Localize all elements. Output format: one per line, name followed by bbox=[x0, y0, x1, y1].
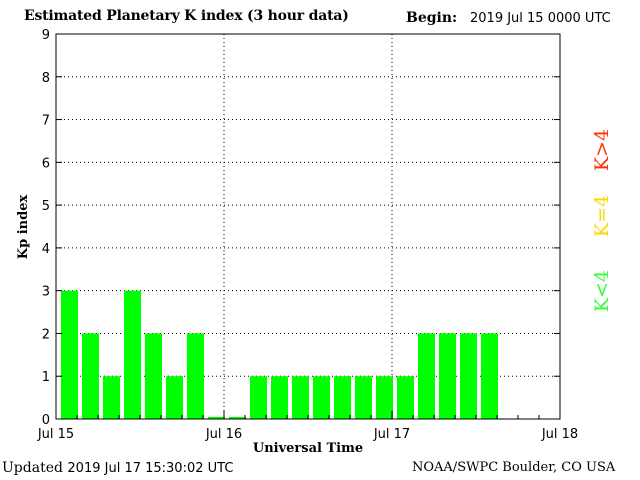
kp-bar bbox=[355, 376, 372, 419]
y-tick-label: 0 bbox=[42, 413, 50, 428]
y-tick-label: 7 bbox=[42, 114, 50, 129]
x-tick-label: Jul 17 bbox=[373, 427, 410, 442]
kp-bar bbox=[439, 333, 456, 419]
bars bbox=[61, 290, 498, 419]
kp-bar bbox=[82, 333, 99, 419]
kp-bar bbox=[376, 376, 393, 419]
y-tick-label: 3 bbox=[42, 285, 50, 300]
kp-bar bbox=[271, 376, 288, 419]
y-tick-label: 2 bbox=[42, 327, 50, 342]
y-axis-label: Kp index bbox=[16, 195, 31, 260]
x-tick-label: Jul 18 bbox=[541, 427, 578, 442]
kp-bar bbox=[250, 376, 267, 419]
kp-bar bbox=[229, 416, 246, 419]
kp-bar bbox=[61, 290, 78, 419]
y-tick-label: 6 bbox=[42, 156, 50, 171]
y-tick-label: 5 bbox=[42, 199, 50, 214]
x-axis-label: Universal Time bbox=[253, 441, 363, 456]
x-ticks: Jul 15 Jul 16 Jul 17 Jul 18 bbox=[37, 411, 578, 442]
kp-bar bbox=[187, 333, 204, 419]
y-tick-label: 1 bbox=[42, 370, 50, 385]
legend-k-greater-4: K>4 bbox=[591, 129, 613, 171]
updated-footer: Updated 2019 Jul 17 15:30:02 UTC bbox=[2, 460, 233, 476]
source-credit: NOAA/SWPC Boulder, CO USA bbox=[412, 460, 616, 475]
y-tick-label: 8 bbox=[42, 71, 50, 86]
chart-title: Estimated Planetary K index (3 hour data… bbox=[24, 8, 349, 24]
y-ticks: 0 1 2 3 4 5 6 7 8 9 bbox=[42, 28, 560, 428]
y-tick-label: 9 bbox=[42, 28, 50, 43]
updated-label: Updated bbox=[2, 460, 63, 476]
updated-value: 2019 Jul 17 15:30:02 UTC bbox=[67, 461, 234, 476]
legend-k-equal-4: K=4 bbox=[591, 195, 613, 237]
kp-bar bbox=[397, 376, 414, 419]
kp-bar bbox=[145, 333, 162, 419]
kp-bar bbox=[460, 333, 477, 419]
kp-bar bbox=[166, 376, 183, 419]
x-tick-label: Jul 16 bbox=[205, 427, 242, 442]
kp-bar bbox=[103, 376, 120, 419]
kp-bar bbox=[208, 416, 225, 419]
kp-bar bbox=[334, 376, 351, 419]
kp-bar bbox=[292, 376, 309, 419]
begin-label: Begin: bbox=[406, 10, 458, 26]
y-tick-label: 4 bbox=[42, 242, 50, 257]
kp-bar bbox=[313, 376, 330, 419]
kp-bar bbox=[124, 290, 141, 419]
kp-bar bbox=[481, 333, 498, 419]
begin-value: 2019 Jul 15 0000 UTC bbox=[470, 11, 611, 26]
x-tick-label: Jul 15 bbox=[37, 427, 74, 442]
kp-bar bbox=[418, 333, 435, 419]
legend-k-less-4: K<4 bbox=[591, 270, 613, 312]
